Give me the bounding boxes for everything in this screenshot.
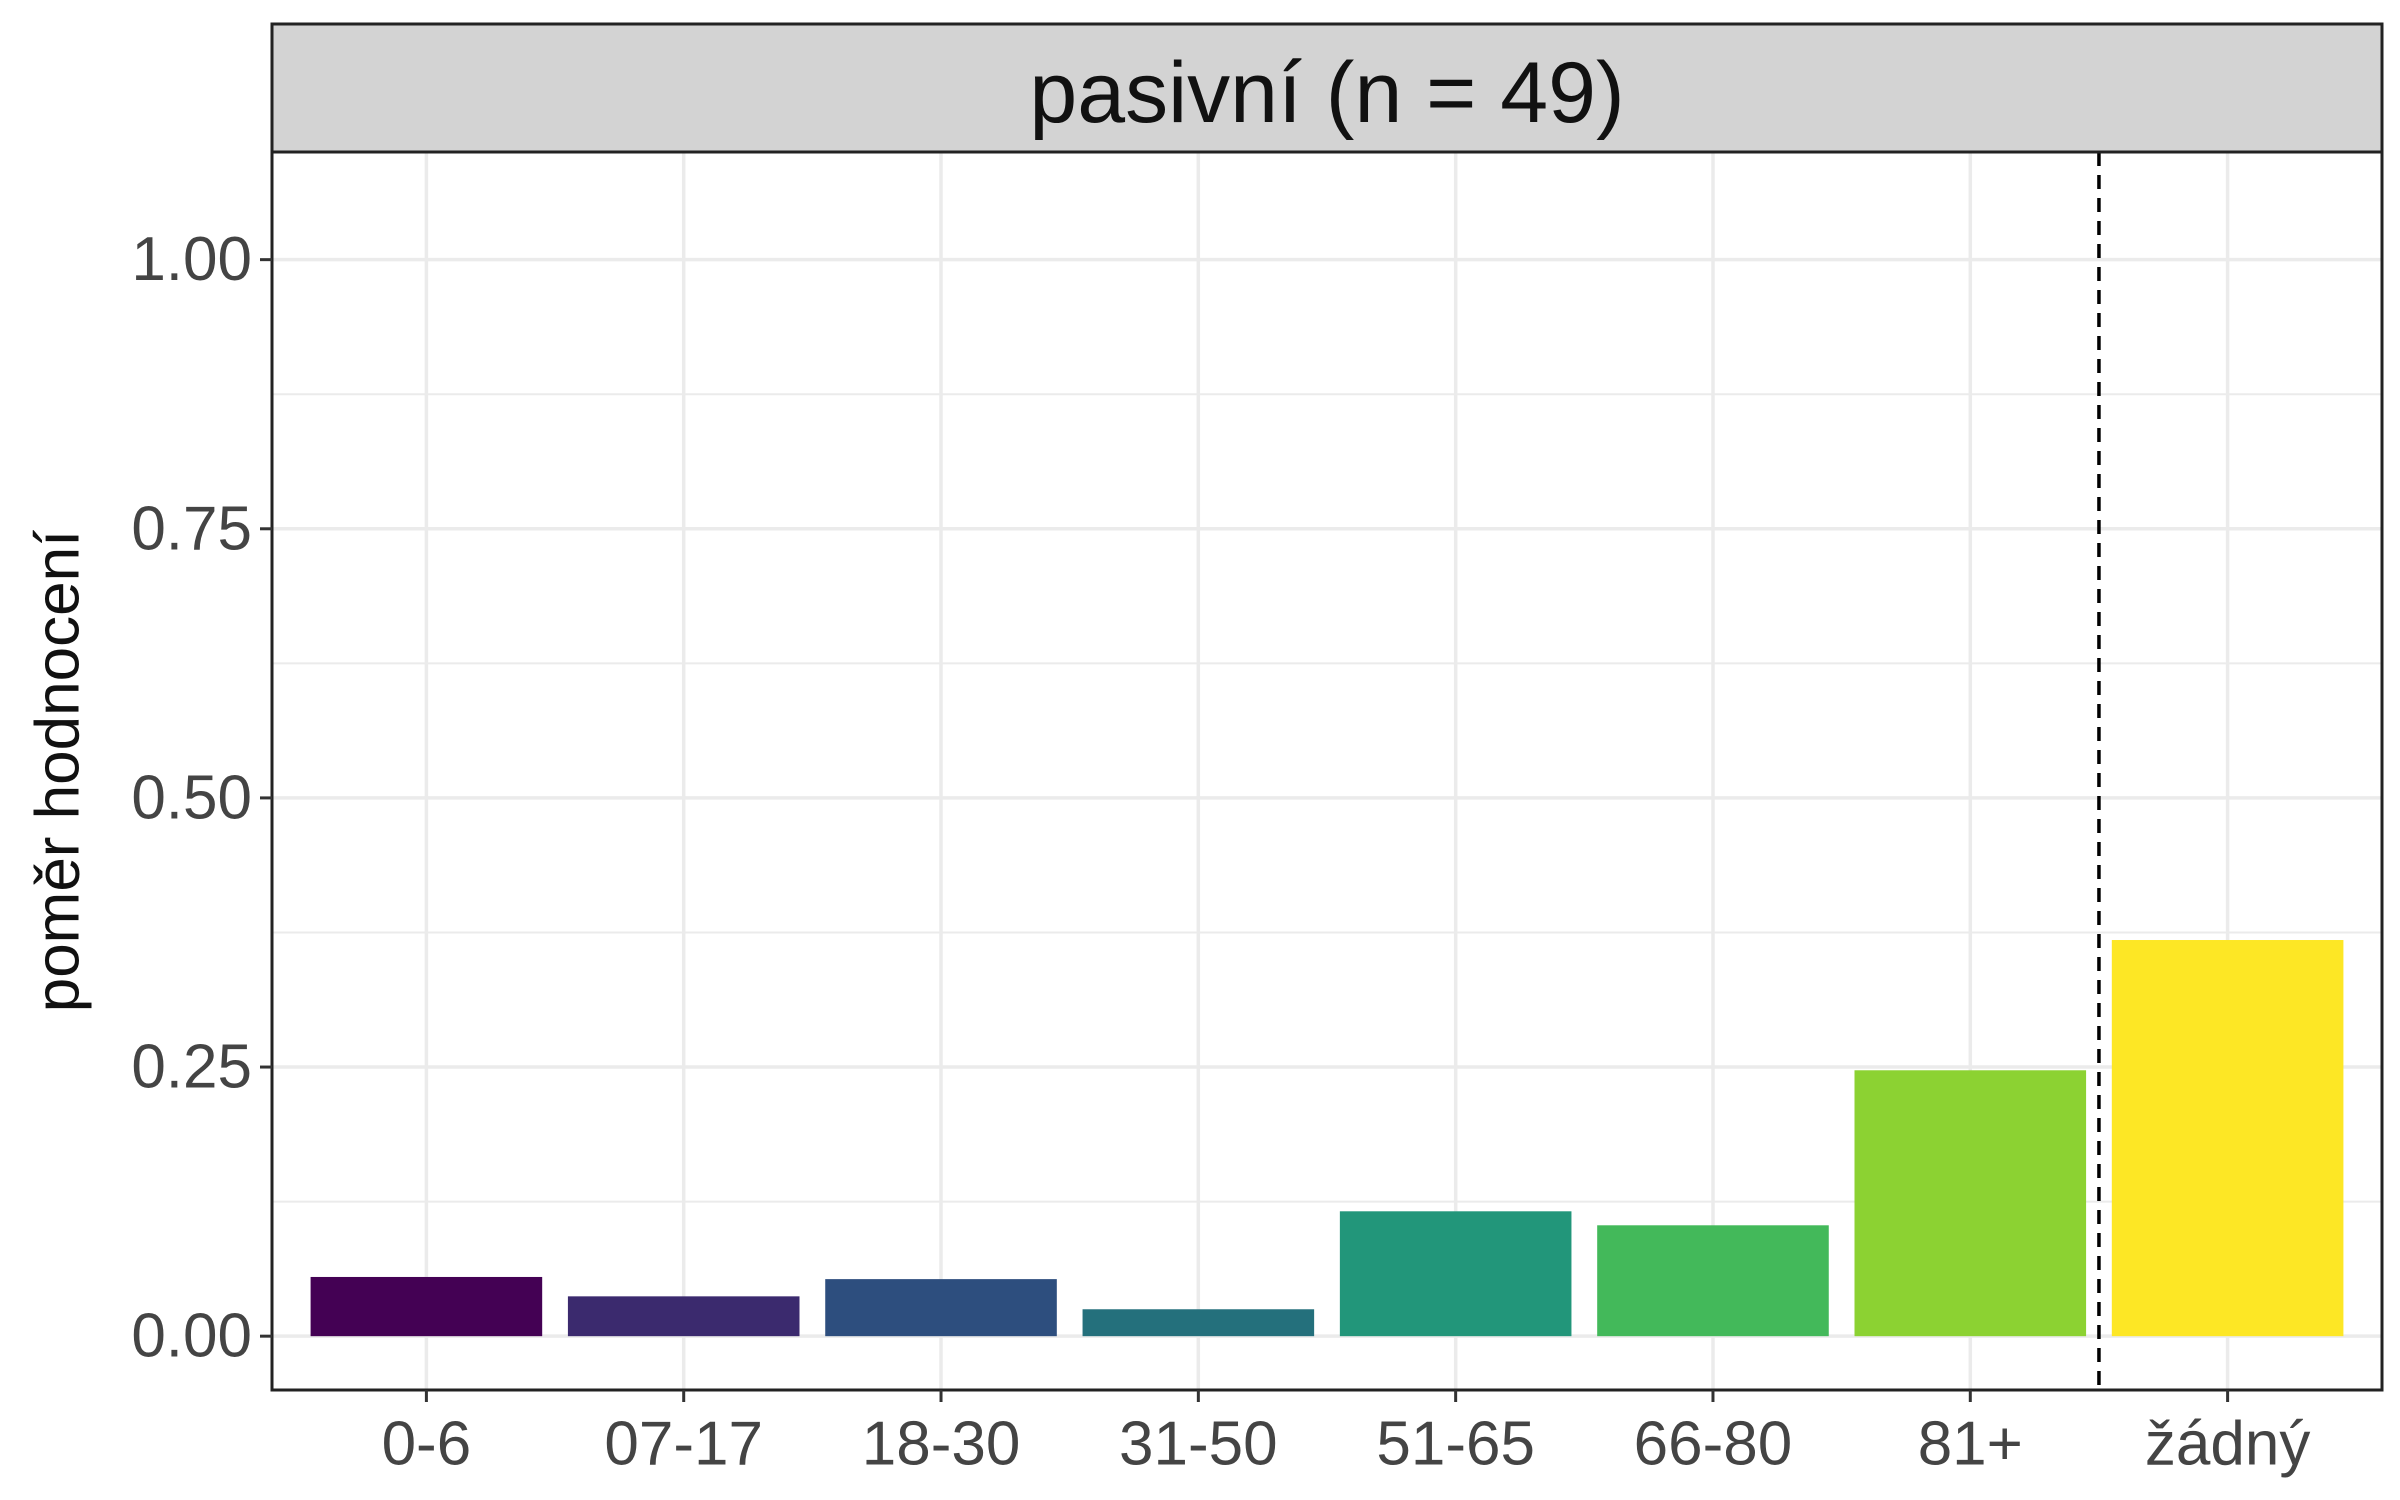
bar-66-80 <box>1597 1225 1829 1337</box>
bar-0-6 <box>310 1276 543 1337</box>
panel-border <box>270 150 2384 1392</box>
y-axis: 0.00 0.25 0.50 0.75 1.00 <box>131 225 272 1371</box>
x-tick-label: 66-80 <box>1634 1410 1793 1479</box>
bar-07-17 <box>567 1296 800 1337</box>
bar-31-50 <box>1082 1309 1315 1337</box>
y-axis-label: poměr hodnocení <box>24 530 93 1013</box>
x-tick-label: 51-65 <box>1376 1410 1535 1479</box>
y-tick-label: 1.00 <box>131 225 252 294</box>
y-tick-label: 0.00 <box>131 1302 252 1371</box>
facet-title: pasivní (n = 49) <box>1029 45 1624 141</box>
x-tick-label: žádný <box>2145 1410 2310 1479</box>
facet-strip-background <box>270 22 2384 154</box>
x-tick-label: 18-30 <box>862 1410 1021 1479</box>
bar-81+ <box>1854 1070 2087 1337</box>
x-tick-label: 81+ <box>1918 1410 2023 1479</box>
facet-strip: pasivní (n = 49) <box>270 22 2384 154</box>
bar-žádný <box>2111 940 2344 1337</box>
y-tick-label: 0.75 <box>131 494 252 563</box>
bar-18-30 <box>825 1279 1057 1337</box>
y-tick-label: 0.50 <box>131 763 252 832</box>
x-axis: 0-6 07-17 18-30 31-50 51-65 66-80 81+ žádný <box>382 1390 2310 1479</box>
bars <box>310 940 2344 1337</box>
x-tick-label: 31-50 <box>1119 1410 1278 1479</box>
bar-51-65 <box>1339 1211 1572 1337</box>
y-tick-label: 0.25 <box>131 1033 252 1102</box>
x-tick-label: 07-17 <box>604 1410 763 1479</box>
x-tick-label: 0-6 <box>382 1410 472 1479</box>
